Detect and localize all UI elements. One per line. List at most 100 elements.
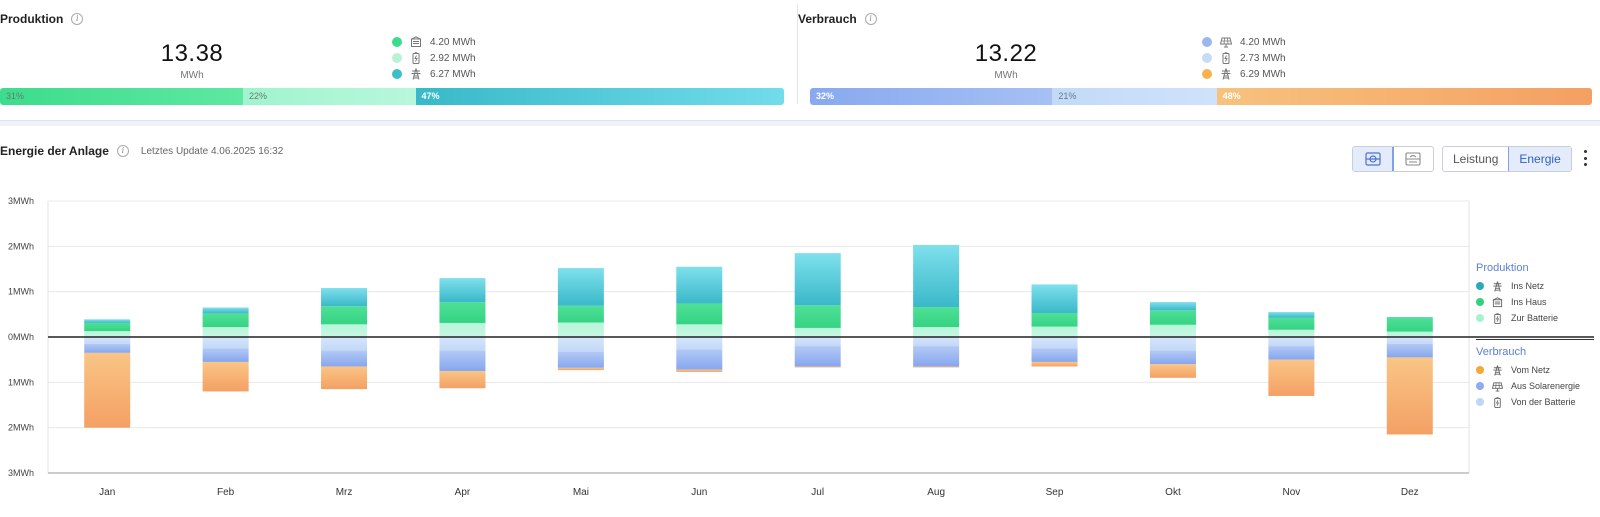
legend-item-vom-netz[interactable]: Vom Netz <box>1476 362 1580 378</box>
bar-aus-solarenergie[interactable] <box>439 350 486 371</box>
legend-item-ins-haus[interactable]: Ins Haus <box>1476 294 1558 310</box>
bar-ins-netz[interactable] <box>84 319 131 323</box>
bar-zur-batterie[interactable] <box>794 327 841 337</box>
legend-item-ins-netz[interactable]: Ins Netz <box>1476 278 1558 294</box>
y-tick-label: 3MWh <box>8 196 34 206</box>
info-icon[interactable]: i <box>116 145 129 157</box>
bar-von-der-batterie[interactable] <box>1149 337 1196 351</box>
bar-von-der-batterie[interactable] <box>676 337 723 350</box>
bar-von-der-batterie[interactable] <box>557 337 604 352</box>
light-green-dot-icon <box>1476 314 1484 322</box>
bar-ins-netz[interactable] <box>913 244 960 308</box>
bar-aus-solarenergie[interactable] <box>1149 350 1196 365</box>
bar-aus-solarenergie[interactable] <box>794 346 841 367</box>
bar-vom-netz[interactable] <box>1268 359 1315 396</box>
bar-ins-netz[interactable] <box>202 307 249 314</box>
energy-tab[interactable]: Energie <box>1508 147 1571 171</box>
bar-von-der-batterie[interactable] <box>1031 337 1078 349</box>
x-tick-label: Apr <box>455 487 471 498</box>
blue-dot-icon <box>1476 382 1484 390</box>
bar-ins-netz[interactable] <box>557 268 604 306</box>
bar-zur-batterie[interactable] <box>1386 331 1433 337</box>
bar-aus-solarenergie[interactable] <box>84 343 131 353</box>
legend-production: Produktion Ins Netz Ins Haus Zur Batteri… <box>1476 262 1558 326</box>
bar-zur-batterie[interactable] <box>1149 324 1196 337</box>
bar-aus-solarenergie[interactable] <box>913 346 960 367</box>
light-blue-dot-icon <box>1202 53 1212 63</box>
bar-aus-solarenergie[interactable] <box>1268 346 1315 360</box>
bar-ins-netz[interactable] <box>1149 302 1196 311</box>
bar-ins-netz[interactable] <box>439 278 486 303</box>
bar-ins-netz[interactable] <box>1031 284 1078 313</box>
bar-aus-solarenergie[interactable] <box>202 348 249 362</box>
bar-von-der-batterie[interactable] <box>84 337 131 344</box>
bar-zur-batterie[interactable] <box>321 324 368 337</box>
bar-ins-haus[interactable] <box>676 303 723 325</box>
bar-ins-haus[interactable] <box>1149 310 1196 325</box>
bar-vom-netz[interactable] <box>321 366 368 390</box>
legend-label: Aus Solarenergie <box>1511 381 1581 391</box>
bar-ins-haus[interactable] <box>202 313 249 328</box>
bar-zur-batterie[interactable] <box>202 327 249 337</box>
teal-dot-icon <box>392 69 402 79</box>
light-green-dot-icon <box>392 53 402 63</box>
bar-zur-batterie[interactable] <box>557 322 604 337</box>
bar-zur-batterie[interactable] <box>913 327 960 337</box>
bar-vom-netz[interactable] <box>913 366 960 368</box>
bar-zur-batterie[interactable] <box>439 322 486 337</box>
bar-ins-haus[interactable] <box>1031 312 1078 327</box>
bar-vom-netz[interactable] <box>794 366 841 368</box>
bar-von-der-batterie[interactable] <box>913 337 960 347</box>
bar-ins-netz[interactable] <box>321 288 368 307</box>
y-tick-label: 1MWh <box>8 377 34 387</box>
bar-ins-haus[interactable] <box>557 305 604 323</box>
bar-zur-batterie[interactable] <box>1031 326 1078 337</box>
bar-vom-netz[interactable] <box>84 352 131 428</box>
bar-von-der-batterie[interactable] <box>321 337 368 351</box>
grid-tower-icon <box>1493 364 1502 376</box>
bar-ins-haus[interactable] <box>321 306 368 325</box>
bar-ins-haus[interactable] <box>84 322 131 332</box>
bar-ins-haus[interactable] <box>794 305 841 328</box>
bar-ins-netz[interactable] <box>794 253 841 306</box>
bar-vom-netz[interactable] <box>557 367 604 371</box>
split-view-button[interactable] <box>1393 147 1433 171</box>
battery-icon <box>1222 52 1230 64</box>
legend-item-zur-batterie[interactable]: Zur Batterie <box>1476 310 1558 326</box>
info-icon[interactable]: i <box>864 13 877 25</box>
bar-ins-haus[interactable] <box>913 307 960 328</box>
bar-zur-batterie[interactable] <box>84 331 131 337</box>
bar-zur-batterie[interactable] <box>1268 329 1315 337</box>
bar-vom-netz[interactable] <box>439 371 486 389</box>
bar-vom-netz[interactable] <box>1386 357 1433 435</box>
green-dot-icon <box>1476 298 1484 306</box>
legend-item-aus-solarenergie[interactable]: Aus Solarenergie <box>1476 378 1580 394</box>
bar-von-der-batterie[interactable] <box>794 337 841 347</box>
bar-ins-netz[interactable] <box>676 266 723 304</box>
bar-zur-batterie[interactable] <box>676 324 723 337</box>
bar-ins-haus[interactable] <box>1386 317 1433 332</box>
bar-aus-solarenergie[interactable] <box>321 350 368 367</box>
power-tab[interactable]: Leistung <box>1453 152 1499 166</box>
legend-consumption-title: Verbrauch <box>1476 346 1527 358</box>
stacked-view-button[interactable] <box>1353 147 1394 171</box>
bar-von-der-batterie[interactable] <box>1268 337 1315 347</box>
bar-aus-solarenergie[interactable] <box>676 349 723 370</box>
bar-aus-solarenergie[interactable] <box>1386 343 1433 358</box>
bar-vom-netz[interactable] <box>1031 361 1078 367</box>
more-options-icon[interactable] <box>1582 150 1588 166</box>
bar-vom-netz[interactable] <box>676 369 723 372</box>
bar-aus-solarenergie[interactable] <box>557 351 604 368</box>
bar-vom-netz[interactable] <box>1149 364 1196 378</box>
bar-vom-netz[interactable] <box>202 361 249 392</box>
bar-aus-solarenergie[interactable] <box>1031 348 1078 362</box>
info-icon[interactable]: i <box>71 13 84 25</box>
bar-ins-haus[interactable] <box>1268 317 1315 330</box>
bar-von-der-batterie[interactable] <box>202 337 249 349</box>
bar-von-der-batterie[interactable] <box>1386 337 1433 344</box>
bar-ins-netz[interactable] <box>1268 312 1315 318</box>
bar-von-der-batterie[interactable] <box>439 337 486 351</box>
grid-tower-icon <box>1221 68 1231 80</box>
legend-item-von-der-batterie[interactable]: Von der Batterie <box>1476 394 1580 410</box>
bar-ins-haus[interactable] <box>439 302 486 323</box>
